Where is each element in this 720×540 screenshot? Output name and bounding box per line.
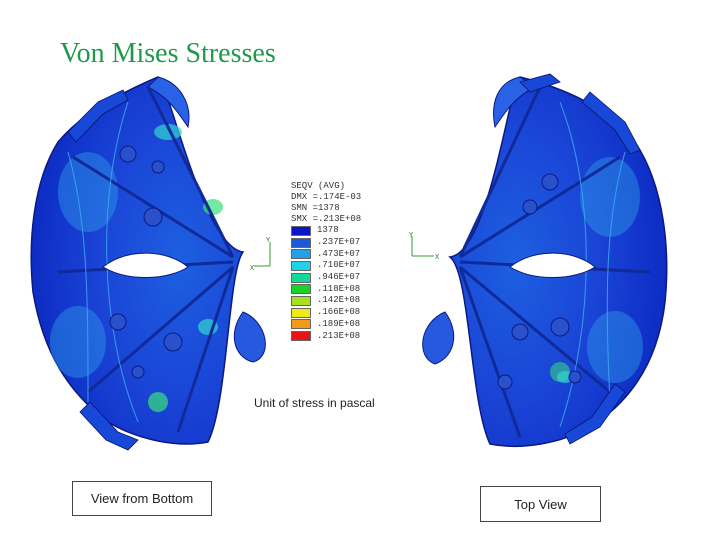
top-view-label: Top View (480, 486, 601, 522)
legend-header-line: SMN =1378 (291, 203, 340, 213)
legend-header-line: SMX =.213E+08 (291, 214, 362, 224)
legend-swatch (291, 284, 311, 295)
legend-entry: .710E+07 (291, 260, 391, 272)
legend-entry: .213E+08 (291, 330, 391, 342)
legend-swatch (291, 237, 311, 248)
legend-entry-label: .118E+08 (317, 283, 361, 294)
stress-model-bottom-view (28, 72, 278, 452)
legend-swatch (291, 307, 311, 318)
axis-triad-right: Y X (406, 232, 442, 264)
legend-swatch (291, 225, 311, 236)
axis-left-y-label: Y (266, 237, 271, 245)
legend-entry-label: .142E+08 (317, 295, 361, 306)
legend-entry-label: .710E+07 (317, 260, 361, 271)
legend-swatch (291, 331, 311, 342)
legend-entry-label: .237E+07 (317, 237, 361, 248)
legend-entry: .237E+07 (291, 237, 391, 249)
legend-header-line: SEQV (AVG) (291, 181, 346, 191)
legend-entry: .118E+08 (291, 283, 391, 295)
legend-entry: .946E+07 (291, 272, 391, 284)
legend-entry: .142E+08 (291, 295, 391, 307)
view-from-bottom-label: View from Bottom (72, 481, 212, 516)
legend-swatch (291, 272, 311, 283)
legend-entry-label: 1378 (317, 225, 339, 236)
stress-legend: SEQV (AVG) DMX =.174E-03 SMN =1378 SMX =… (291, 181, 391, 342)
stress-unit-note: Unit of stress in pascal (254, 396, 375, 410)
axis-left-x-label: X (250, 265, 255, 272)
axis-right-y-label: Y (409, 232, 414, 240)
figure-title: Von Mises Stresses (60, 38, 276, 69)
legend-entry: .166E+08 (291, 307, 391, 319)
legend-header-line: DMX =.174E-03 (291, 192, 362, 202)
stress-model-top-view (410, 72, 672, 452)
legend-entry-label: .189E+08 (317, 318, 361, 329)
legend-swatch (291, 249, 311, 260)
legend-entry: 1378 (291, 225, 391, 237)
axis-right-x-label: X (435, 254, 440, 262)
legend-entry-label: .473E+07 (317, 248, 361, 259)
legend-entry: .473E+07 (291, 248, 391, 260)
legend-entry-label: .213E+08 (317, 330, 361, 341)
legend-entry: .189E+08 (291, 319, 391, 331)
legend-entry-label: .166E+08 (317, 307, 361, 318)
legend-swatch (291, 260, 311, 271)
legend-swatch (291, 319, 311, 330)
legend-swatch (291, 295, 311, 306)
axis-triad-left: Y X (250, 236, 282, 273)
legend-entry-label: .946E+07 (317, 272, 361, 283)
